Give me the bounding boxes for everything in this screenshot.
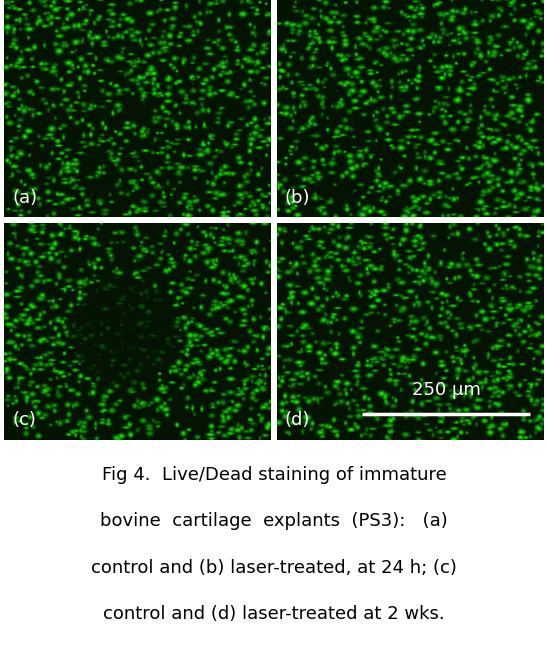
Text: (d): (d) [285,411,310,429]
Text: (b): (b) [285,188,310,207]
Text: control and (b) laser-treated, at 24 h; (c): control and (b) laser-treated, at 24 h; … [91,559,457,577]
Text: bovine  cartilage  explants  (PS3):   (a): bovine cartilage explants (PS3): (a) [100,512,448,530]
Text: (a): (a) [13,188,37,207]
Text: (c): (c) [13,411,36,429]
Text: control and (d) laser-treated at 2 wks.: control and (d) laser-treated at 2 wks. [103,605,445,623]
Text: Fig 4.  Live/Dead staining of immature: Fig 4. Live/Dead staining of immature [101,466,447,484]
Text: 250 μm: 250 μm [412,381,481,399]
